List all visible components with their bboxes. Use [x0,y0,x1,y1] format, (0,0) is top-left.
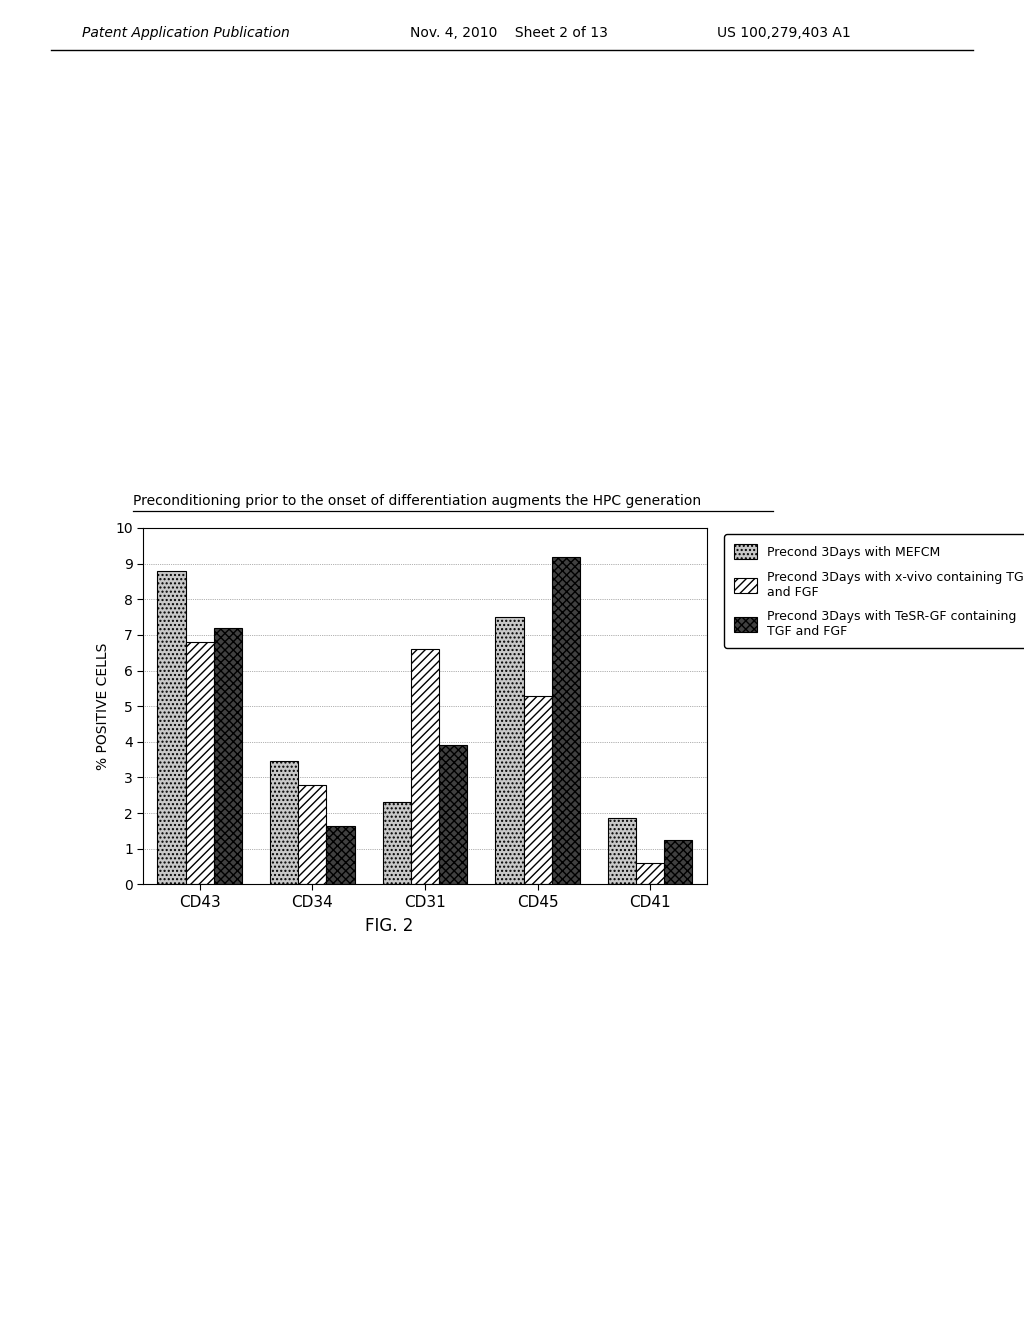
Y-axis label: % POSITIVE CELLS: % POSITIVE CELLS [96,643,110,770]
Bar [496,616,523,884]
Bar [411,649,439,884]
Bar [214,628,242,884]
Bar [185,642,214,884]
Text: Patent Application Publication: Patent Application Publication [82,26,290,40]
Bar [665,840,692,884]
Bar [552,557,580,884]
Legend: Precond 3Days with MEFCM, Precond 3Days with x-vivo containing TGF
and FGF, Prec: Precond 3Days with MEFCM, Precond 3Days … [724,535,1024,648]
Bar [383,803,411,884]
Bar [298,784,327,884]
Bar [270,762,298,884]
Text: FIG. 2: FIG. 2 [365,917,414,936]
Text: US 100,279,403 A1: US 100,279,403 A1 [717,26,851,40]
Bar [523,696,552,884]
Text: Nov. 4, 2010    Sheet 2 of 13: Nov. 4, 2010 Sheet 2 of 13 [410,26,607,40]
Bar [608,818,636,884]
Bar [158,570,185,884]
Bar [439,746,467,884]
Bar [327,825,354,884]
Text: Preconditioning prior to the onset of differentiation augments the HPC generatio: Preconditioning prior to the onset of di… [133,494,701,508]
Bar [636,863,665,884]
